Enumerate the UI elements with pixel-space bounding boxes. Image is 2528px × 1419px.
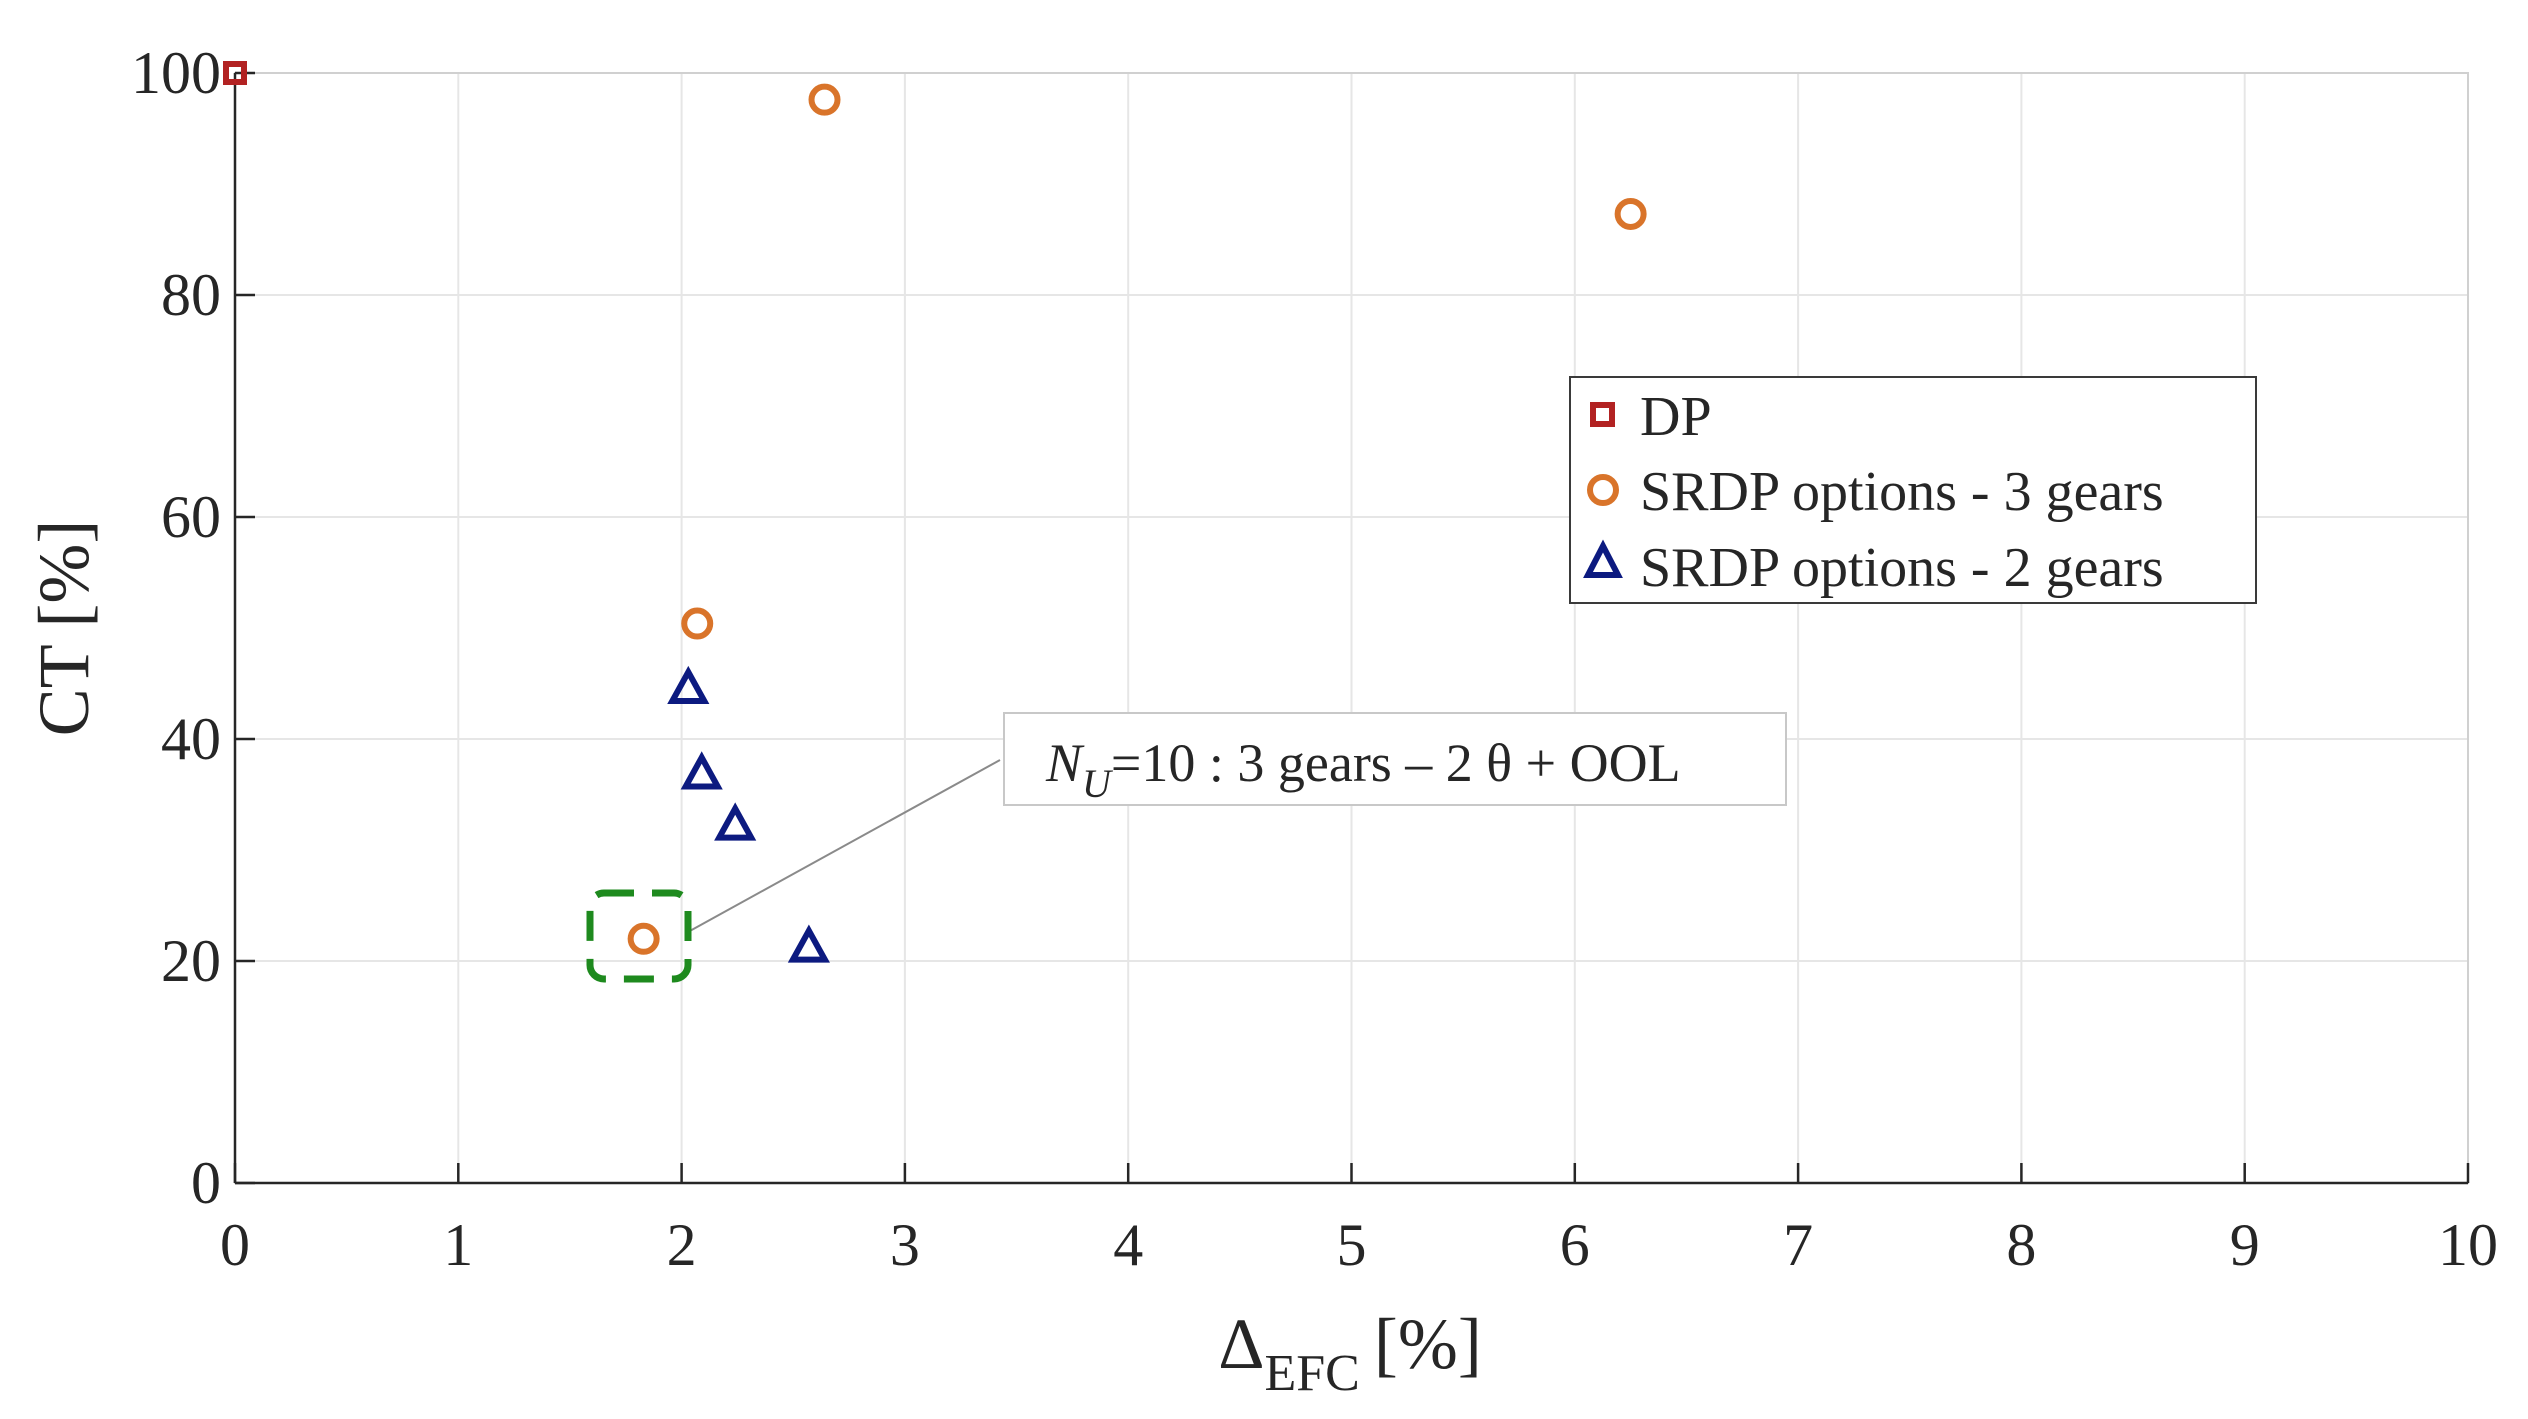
y-tick-label: 60 (161, 484, 221, 550)
data-point-triangle (714, 802, 757, 841)
legend-label-srdp-3: SRDP options - 3 gears (1640, 461, 2164, 523)
annotation-leader-line (687, 759, 1001, 933)
annotation-rest: =10 : 3 gears – 2 θ + OOL (1111, 733, 1681, 793)
legend-marker-srdp-3 (1587, 474, 1619, 506)
legend-label-dp: DP (1640, 386, 1712, 448)
y-tick-label: 20 (161, 928, 221, 994)
data-point-circle (627, 922, 660, 955)
x-axis-title-unit: [%] (1374, 1304, 1482, 1384)
data-point-triangle (787, 924, 830, 963)
data-point-square (223, 61, 247, 85)
x-axis-title: ΔEFC [%] (1218, 1304, 1482, 1402)
x-tick-label: 3 (890, 1212, 920, 1278)
y-tick-label: 80 (161, 262, 221, 328)
legend-marker-srdp-2 (1583, 539, 1623, 578)
x-tick-label: 6 (1560, 1212, 1590, 1278)
x-tick-label: 2 (667, 1212, 697, 1278)
data-points (223, 61, 1647, 963)
legend: DP SRDP options - 3 gears SRDP options -… (1569, 376, 2257, 604)
data-point-triangle (667, 665, 710, 705)
x-tick-label: 9 (2230, 1212, 2260, 1278)
y-tick-label: 100 (131, 40, 221, 106)
legend-label-srdp-2: SRDP options - 2 gears (1640, 537, 2164, 599)
legend-marker-dp (1590, 402, 1615, 427)
x-tick-label: 10 (2438, 1212, 2498, 1278)
annotation-box (1003, 712, 1787, 806)
x-tick-label: 1 (443, 1212, 473, 1278)
y-tick-label: 40 (161, 706, 221, 772)
data-point-triangle (680, 751, 723, 790)
annotation: NU=10 : 3 gears – 2 θ + OOL (586, 712, 1787, 983)
annotation-highlight-box (586, 889, 692, 983)
x-tick-label: 0 (220, 1212, 250, 1278)
legend-box (1569, 376, 2257, 604)
x-tick-label: 5 (1337, 1212, 1367, 1278)
y-axis-title: CT [%] (24, 520, 104, 737)
annotation-sub: U (1082, 761, 1114, 806)
x-tick-label: 4 (1113, 1212, 1143, 1278)
x-tick-label: 7 (1783, 1212, 1813, 1278)
x-tick-label: 8 (2006, 1212, 2036, 1278)
data-point-circle (808, 83, 841, 116)
annotation-text: NU=10 : 3 gears – 2 θ + OOL (1045, 733, 1681, 806)
x-axis-title-main: Δ (1218, 1304, 1264, 1384)
annotation-main: N (1045, 733, 1085, 793)
y-tick-label: 0 (191, 1150, 221, 1216)
data-point-circle (681, 607, 714, 640)
x-axis-title-sub: EFC (1265, 1345, 1360, 1402)
data-point-circle (1614, 197, 1647, 230)
